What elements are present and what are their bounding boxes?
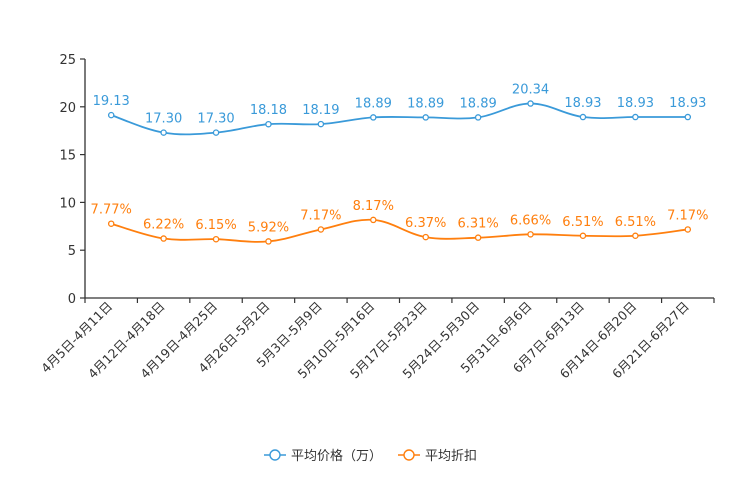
legend-marker <box>269 449 281 461</box>
data-label: 6.51% <box>615 215 656 230</box>
series-line-discount <box>110 218 688 243</box>
y-tick-label: 15 <box>59 149 76 164</box>
data-label: 6.22% <box>143 218 184 233</box>
data-label: 18.18 <box>250 103 287 118</box>
data-label: 18.89 <box>407 96 444 111</box>
data-point <box>527 231 534 238</box>
data-point <box>422 233 429 241</box>
data-label: 7.77% <box>91 203 132 218</box>
data-point <box>632 232 639 240</box>
y-tick-label: 20 <box>59 101 76 116</box>
data-point <box>107 111 115 119</box>
data-point <box>474 114 482 121</box>
data-label: 20.34 <box>512 83 549 98</box>
data-point <box>212 129 220 136</box>
data-point <box>212 235 220 243</box>
data-point <box>265 238 272 245</box>
y-tick-label: 10 <box>59 196 76 211</box>
series-layer: 19.13 17.30 17.30 18.18 18.19 18.89 18.89 18.89… <box>91 83 708 245</box>
legend-marker <box>403 449 415 461</box>
data-label: 18.93 <box>669 96 706 111</box>
data-label: 7.17% <box>300 208 341 223</box>
data-label: 6.37% <box>405 216 446 231</box>
data-point <box>107 220 115 227</box>
y-tick-label: 25 <box>59 53 76 68</box>
data-point <box>632 113 639 121</box>
data-point <box>370 216 377 224</box>
data-label: 7.17% <box>667 208 708 223</box>
data-label: 5.92% <box>248 220 289 235</box>
data-label: 18.19 <box>302 103 339 118</box>
data-label: 17.30 <box>145 112 182 127</box>
data-point <box>684 226 692 233</box>
legend-item-discount: 平均折扣 <box>398 449 477 464</box>
series-line-price <box>110 102 688 136</box>
data-point <box>422 114 429 121</box>
data-label: 6.66% <box>510 213 551 228</box>
data-label: 6.15% <box>195 218 236 233</box>
data-point <box>684 113 692 121</box>
data-point <box>527 100 534 107</box>
y-tick-label: 0 <box>68 292 76 307</box>
data-point <box>474 234 482 241</box>
data-label: 8.17% <box>353 199 394 214</box>
data-label: 17.30 <box>197 112 234 127</box>
series-price: 19.13 17.30 17.30 18.18 18.19 18.89 18.89 18.89… <box>93 83 706 136</box>
data-point <box>370 114 377 121</box>
data-label: 19.13 <box>93 94 130 109</box>
legend-item-price: 平均价格（万） <box>264 448 382 464</box>
data-point <box>579 232 587 240</box>
data-label: 6.31% <box>457 217 498 232</box>
series-discount: 7.77% 6.22% 6.15% 5.92% 7.17% 8.17% 6.37% 6.31%… <box>91 199 708 245</box>
data-label: 18.93 <box>617 96 654 111</box>
y-tick-label: 5 <box>68 244 76 259</box>
data-point <box>317 226 325 233</box>
data-point <box>579 113 587 121</box>
data-label: 6.51% <box>562 215 603 230</box>
data-label: 18.89 <box>355 96 392 111</box>
legend-label: 平均折扣 <box>425 449 477 464</box>
data-point <box>160 129 167 136</box>
data-point <box>160 235 167 242</box>
legend: 平均价格（万） 平均折扣 <box>264 448 477 464</box>
data-label: 18.93 <box>564 96 601 111</box>
legend-label: 平均价格（万） <box>291 448 382 464</box>
data-label: 18.89 <box>460 96 497 111</box>
data-point <box>317 120 325 128</box>
data-point <box>265 120 272 128</box>
